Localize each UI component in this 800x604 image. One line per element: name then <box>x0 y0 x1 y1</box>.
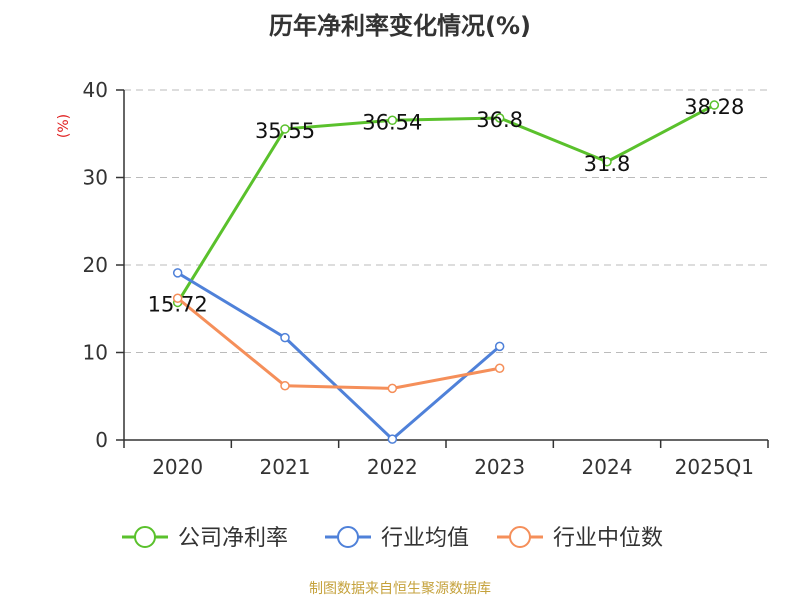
data-label: 35.55 <box>255 119 315 143</box>
x-tick-label: 2021 <box>260 455 311 479</box>
data-point <box>494 113 505 123</box>
y-tick-label: 0 <box>95 428 108 452</box>
legend-swatch-marker <box>509 526 531 548</box>
data-point <box>172 293 183 303</box>
y-tick-label: 40 <box>83 78 108 102</box>
data-point <box>709 100 720 110</box>
data-point <box>280 124 290 134</box>
data-point <box>494 341 505 352</box>
series-line-3 <box>176 297 500 390</box>
data-label: 36.54 <box>362 110 422 134</box>
x-tick-label: 2024 <box>582 455 633 479</box>
x-tick-label: 2025Q1 <box>675 455 754 479</box>
source-footer: 制图数据来自恒生聚源数据库 <box>309 581 491 597</box>
data-label: 15.72 <box>148 292 208 316</box>
data-point <box>602 157 612 167</box>
series-line-2 <box>176 271 501 441</box>
x-tick-label: 2023 <box>474 455 525 479</box>
y-tick-label: 20 <box>83 253 108 277</box>
data-point <box>280 381 290 391</box>
x-tick-label: 2022 <box>367 455 418 479</box>
data-point <box>494 363 505 373</box>
legend-label: 行业中位数 <box>553 526 663 551</box>
y-axis-label: (%) <box>56 114 72 138</box>
data-label: 38.28 <box>684 95 744 119</box>
legend-label: 公司净利率 <box>178 526 288 551</box>
x-tick-label: 2020 <box>152 455 203 479</box>
legend-swatch-marker <box>134 526 156 548</box>
y-tick-label: 10 <box>83 341 108 365</box>
data-point <box>387 434 398 444</box>
chart-title: 历年净利率变化情况(%) <box>269 12 531 40</box>
series-line-1 <box>176 103 716 304</box>
data-label: 36.8 <box>476 108 523 132</box>
legend-label: 行业均值 <box>381 526 469 551</box>
data-point <box>387 115 398 126</box>
y-tick-label: 30 <box>83 166 108 190</box>
legend-swatch-marker <box>337 526 359 548</box>
data-point <box>172 268 183 278</box>
data-label: 31.8 <box>584 152 631 176</box>
data-point <box>387 383 398 394</box>
data-point <box>280 332 290 343</box>
